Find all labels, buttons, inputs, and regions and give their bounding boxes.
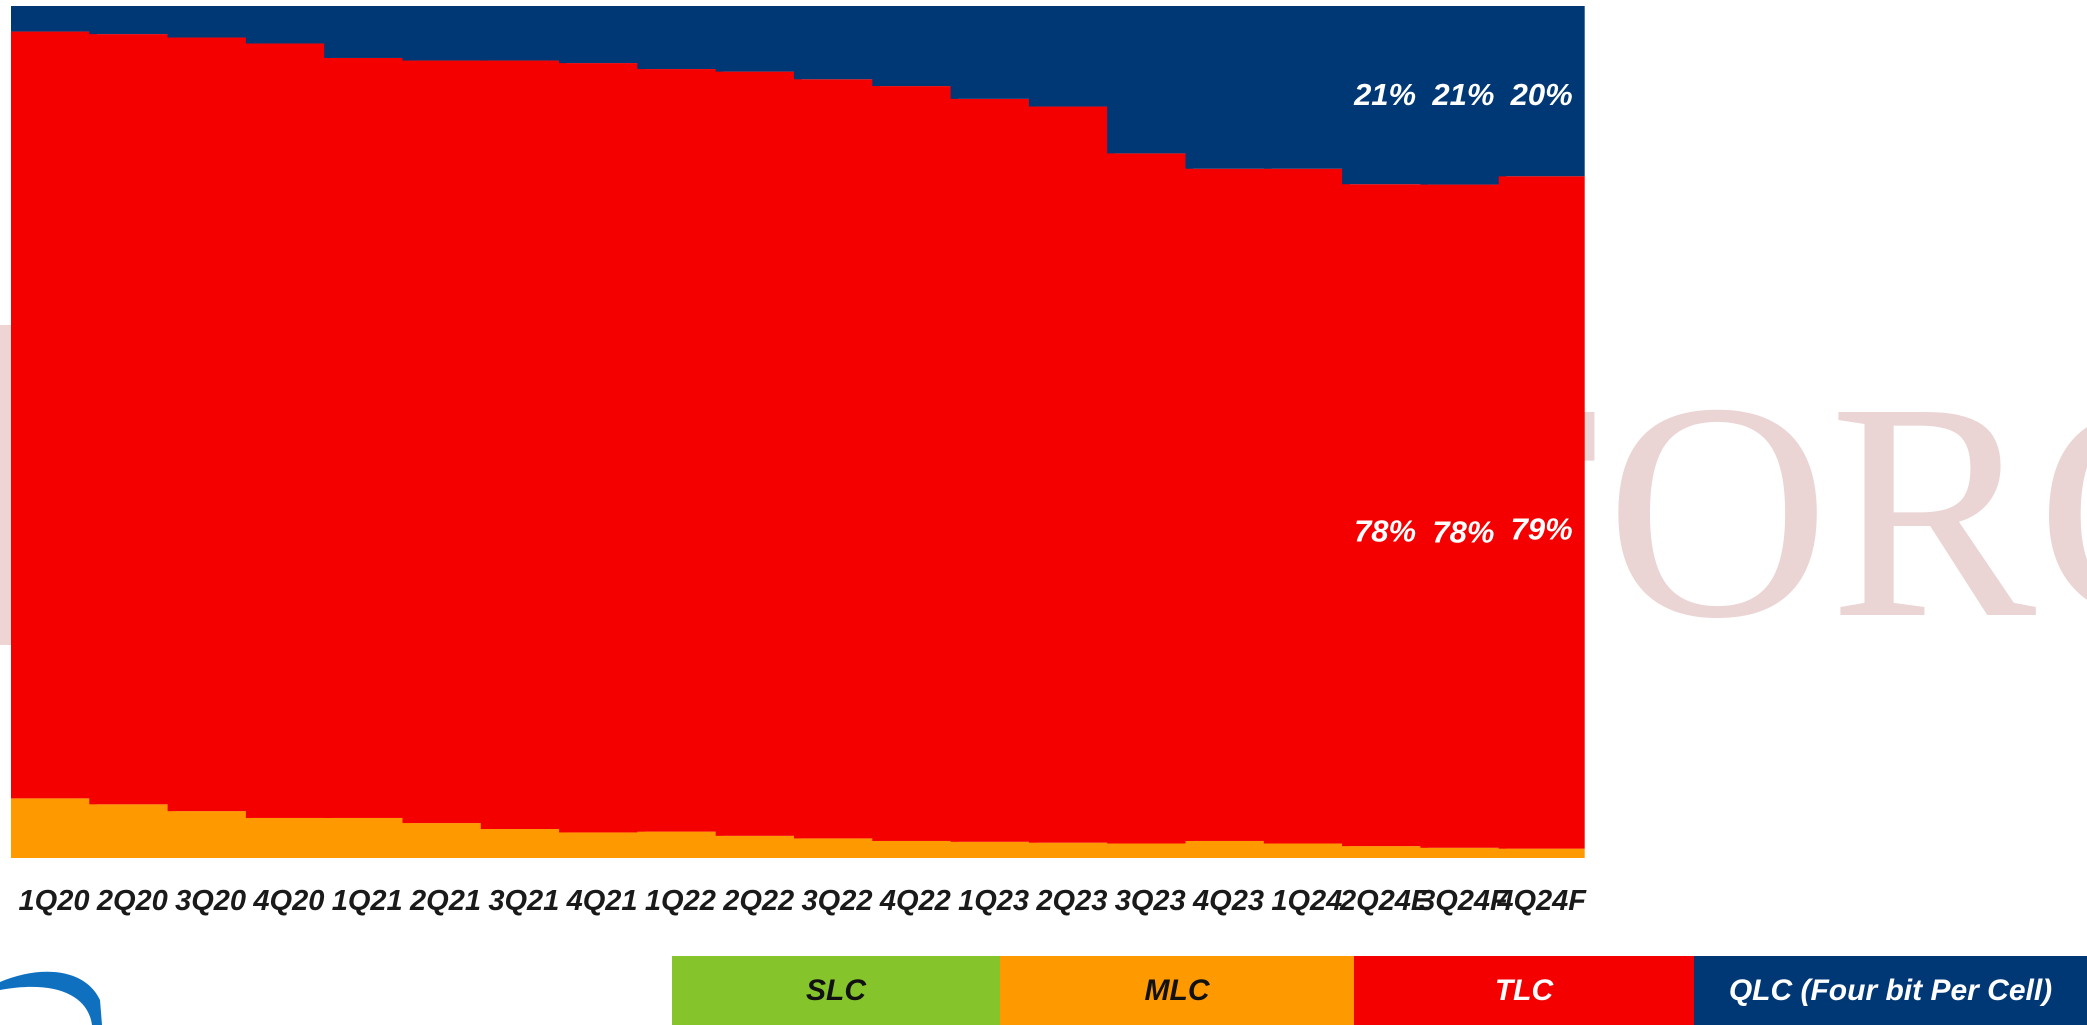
bar-segment-tlc-4q21 <box>559 63 646 833</box>
bar-segment-qlc-four-bit-per-cell-1q22 <box>637 6 724 70</box>
bar-segment-mlc-4q23 <box>1185 840 1272 858</box>
bar-segment-tlc-3q23 <box>1107 153 1194 844</box>
bar-segment-mlc-1q20 <box>11 798 97 858</box>
legend: SLC MLC TLC QLC (Four bit Per Cell) <box>672 956 2087 1025</box>
category-label-3q23: 3Q23 <box>1115 885 1186 917</box>
bar-segment-mlc-3q22 <box>794 838 880 858</box>
category-label-3q24f: 3Q24F <box>1419 885 1509 917</box>
bar-segment-tlc-3q20 <box>167 37 254 812</box>
bar-segment-tlc-1q20 <box>11 31 97 799</box>
bar-segment-mlc-4q22 <box>872 840 959 858</box>
bar-segment-qlc-four-bit-per-cell-4q20 <box>245 6 332 44</box>
bar-segment-tlc-4q24f <box>1498 176 1585 849</box>
legend-item-slc: SLC <box>672 956 1000 1025</box>
category-label-2q24e: 2Q24E <box>1339 885 1432 917</box>
bar-segment-qlc-four-bit-per-cell-3q20 <box>167 6 254 38</box>
bar-segment-tlc-3q21 <box>480 60 567 830</box>
category-label-2q22: 2Q22 <box>722 885 794 917</box>
bar-segment-tlc-4q20 <box>245 43 332 818</box>
bar-segment-qlc-four-bit-per-cell-2q23 <box>1028 6 1115 107</box>
bar-segment-mlc-1q23 <box>950 841 1037 858</box>
bar-segment-mlc-3q20 <box>167 811 254 858</box>
bar-segment-qlc-four-bit-per-cell-2q21 <box>402 6 489 61</box>
category-label-1q23: 1Q23 <box>958 885 1029 917</box>
data-labels-layer: 21% 21% 20% 78% 78% 79% <box>1353 77 1573 550</box>
category-label-2q21: 2Q21 <box>409 885 481 917</box>
bar-segment-qlc-four-bit-per-cell-3q23 <box>1107 6 1194 154</box>
category-label-1q24: 1Q24 <box>1271 885 1342 917</box>
bar-segment-tlc-3q22 <box>794 79 880 839</box>
category-label-4q22: 4Q22 <box>879 885 951 917</box>
category-label-2q23: 2Q23 <box>1035 885 1107 917</box>
bar-segment-tlc-2q20 <box>89 34 176 805</box>
bar-segment-tlc-2q23 <box>1028 106 1115 843</box>
data-label-qlc-four-bit-per-cell-4q24f: 20% <box>1510 77 1573 112</box>
data-label-qlc-four-bit-per-cell-3q24f: 21% <box>1431 77 1494 112</box>
category-label-4q21: 4Q21 <box>566 885 638 917</box>
legend-item-mlc: MLC <box>1000 956 1354 1025</box>
bar-segment-qlc-four-bit-per-cell-1q20 <box>11 6 97 32</box>
legend-item-tlc: TLC <box>1354 956 1694 1025</box>
data-label-tlc-2q24e: 78% <box>1354 514 1416 549</box>
category-label-3q21: 3Q21 <box>488 885 559 917</box>
bar-segment-qlc-four-bit-per-cell-2q22 <box>715 6 802 72</box>
bar-segment-mlc-2q22 <box>715 835 802 858</box>
category-label-1q22: 1Q22 <box>645 885 716 917</box>
data-label-qlc-four-bit-per-cell-2q24e: 21% <box>1353 77 1416 112</box>
bar-segment-qlc-four-bit-per-cell-4q21 <box>559 6 646 64</box>
bar-segment-qlc-four-bit-per-cell-4q24f <box>1498 6 1585 177</box>
bar-segment-mlc-3q21 <box>480 829 567 858</box>
bar-segment-mlc-4q20 <box>245 817 332 858</box>
bar-segment-tlc-1q24 <box>1263 168 1350 844</box>
bar-segment-tlc-4q23 <box>1185 168 1272 841</box>
logo-icon <box>0 971 102 1025</box>
bar-segment-qlc-four-bit-per-cell-1q23 <box>950 6 1037 99</box>
bar-segment-qlc-four-bit-per-cell-1q21 <box>324 6 411 58</box>
category-label-1q20: 1Q20 <box>19 885 90 917</box>
category-label-2q20: 2Q20 <box>96 885 168 917</box>
legend-item-qlc-four-bit-per-cell: QLC (Four bit Per Cell) <box>1694 956 2087 1025</box>
category-label-4q24f: 4Q24F <box>1496 885 1587 917</box>
bar-segment-mlc-1q22 <box>637 831 724 858</box>
bar-segment-tlc-2q22 <box>715 71 802 836</box>
bars-layer <box>11 6 1585 858</box>
bar-segment-tlc-1q21 <box>324 57 411 818</box>
bar-segment-qlc-four-bit-per-cell-3q24f <box>1420 6 1507 185</box>
bar-segment-mlc-2q23 <box>1028 842 1115 858</box>
category-axis: 1Q20 2Q20 3Q20 4Q20 1Q21 2Q21 3Q21 4Q21 1Q22 2Q22… <box>19 885 1588 917</box>
bar-segment-mlc-3q23 <box>1107 843 1194 858</box>
bar-segment-tlc-4q22 <box>872 86 959 841</box>
bar-segment-tlc-2q24e <box>1342 184 1429 847</box>
bar-segment-mlc-1q21 <box>324 817 411 858</box>
category-label-1q21: 1Q21 <box>332 885 403 917</box>
bar-segment-tlc-2q21 <box>402 60 489 824</box>
bar-segment-qlc-four-bit-per-cell-4q22 <box>872 6 959 87</box>
bar-segment-qlc-four-bit-per-cell-2q20 <box>89 6 176 35</box>
category-label-3q20: 3Q20 <box>175 885 246 917</box>
bar-segment-qlc-four-bit-per-cell-1q24 <box>1263 6 1350 169</box>
data-label-tlc-4q24f: 79% <box>1511 511 1573 546</box>
bar-segment-mlc-2q21 <box>402 823 489 858</box>
category-label-4q23: 4Q23 <box>1192 885 1264 917</box>
bar-segment-qlc-four-bit-per-cell-2q24e <box>1342 6 1429 185</box>
bar-segment-mlc-4q24f <box>1498 848 1585 858</box>
bar-segment-tlc-1q22 <box>637 69 724 832</box>
bar-segment-qlc-four-bit-per-cell-3q21 <box>480 6 567 61</box>
bar-segment-mlc-3q24f <box>1420 847 1507 858</box>
bar-segment-mlc-1q24 <box>1263 843 1350 858</box>
category-label-4q20: 4Q20 <box>252 885 324 917</box>
bar-segment-qlc-four-bit-per-cell-3q22 <box>794 6 880 80</box>
bar-segment-qlc-four-bit-per-cell-4q23 <box>1185 6 1272 169</box>
bar-segment-tlc-1q23 <box>950 98 1037 842</box>
bar-segment-mlc-2q24e <box>1342 846 1429 858</box>
data-label-tlc-3q24f: 78% <box>1432 515 1494 550</box>
bar-segment-tlc-3q24f <box>1420 184 1507 848</box>
bar-segment-mlc-4q21 <box>559 832 646 858</box>
bar-segment-mlc-2q20 <box>89 804 176 858</box>
category-label-3q22: 3Q22 <box>802 885 873 917</box>
